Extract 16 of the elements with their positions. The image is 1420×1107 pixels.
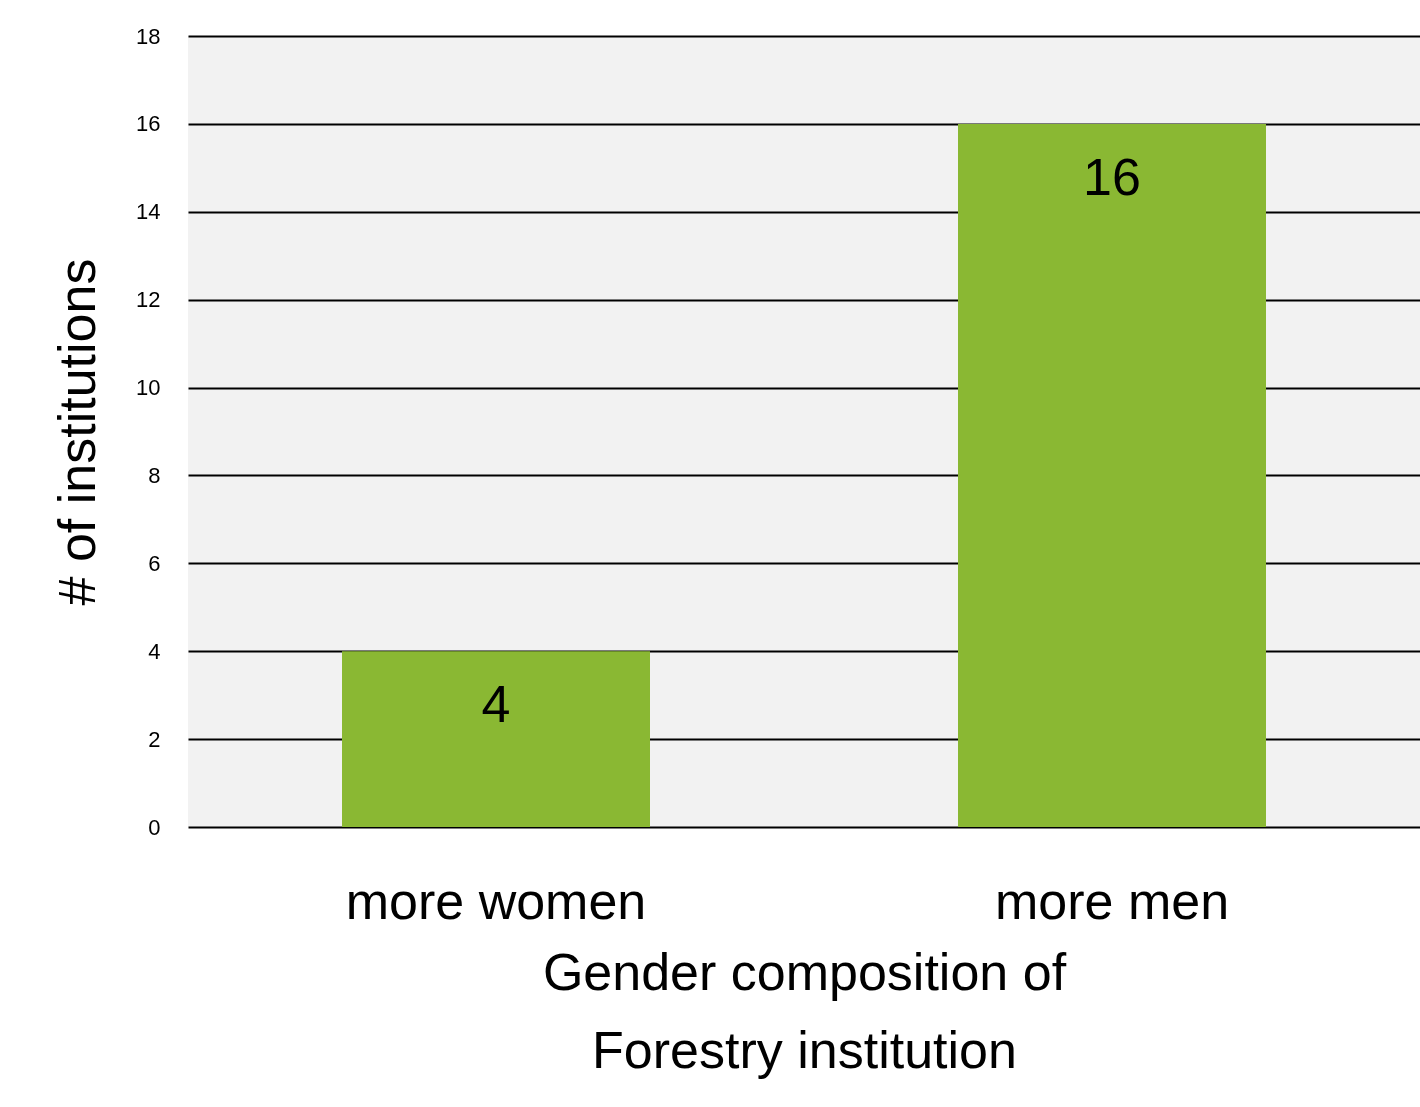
data-label: 4 bbox=[481, 675, 511, 734]
y-axis-title: # of institutions bbox=[48, 258, 107, 606]
y-tick-label: 18 bbox=[136, 23, 161, 49]
x-tick-label: more men bbox=[994, 871, 1230, 930]
y-tick-label: 8 bbox=[148, 462, 161, 488]
y-tick-label: 2 bbox=[148, 726, 161, 752]
y-tick-label: 14 bbox=[136, 199, 161, 225]
y-tick-label: 0 bbox=[148, 814, 161, 840]
y-tick-label: 12 bbox=[136, 287, 161, 313]
data-label: 16 bbox=[1083, 147, 1141, 206]
y-tick-label: 16 bbox=[136, 111, 161, 137]
y-tick-label: 10 bbox=[136, 375, 161, 401]
y-tick-label: 4 bbox=[148, 638, 161, 664]
x-axis-title: Gender composition of Forestry institution bbox=[542, 942, 1067, 1079]
x-tick-label: more women bbox=[345, 871, 647, 930]
y-tick-label: 6 bbox=[148, 550, 161, 576]
